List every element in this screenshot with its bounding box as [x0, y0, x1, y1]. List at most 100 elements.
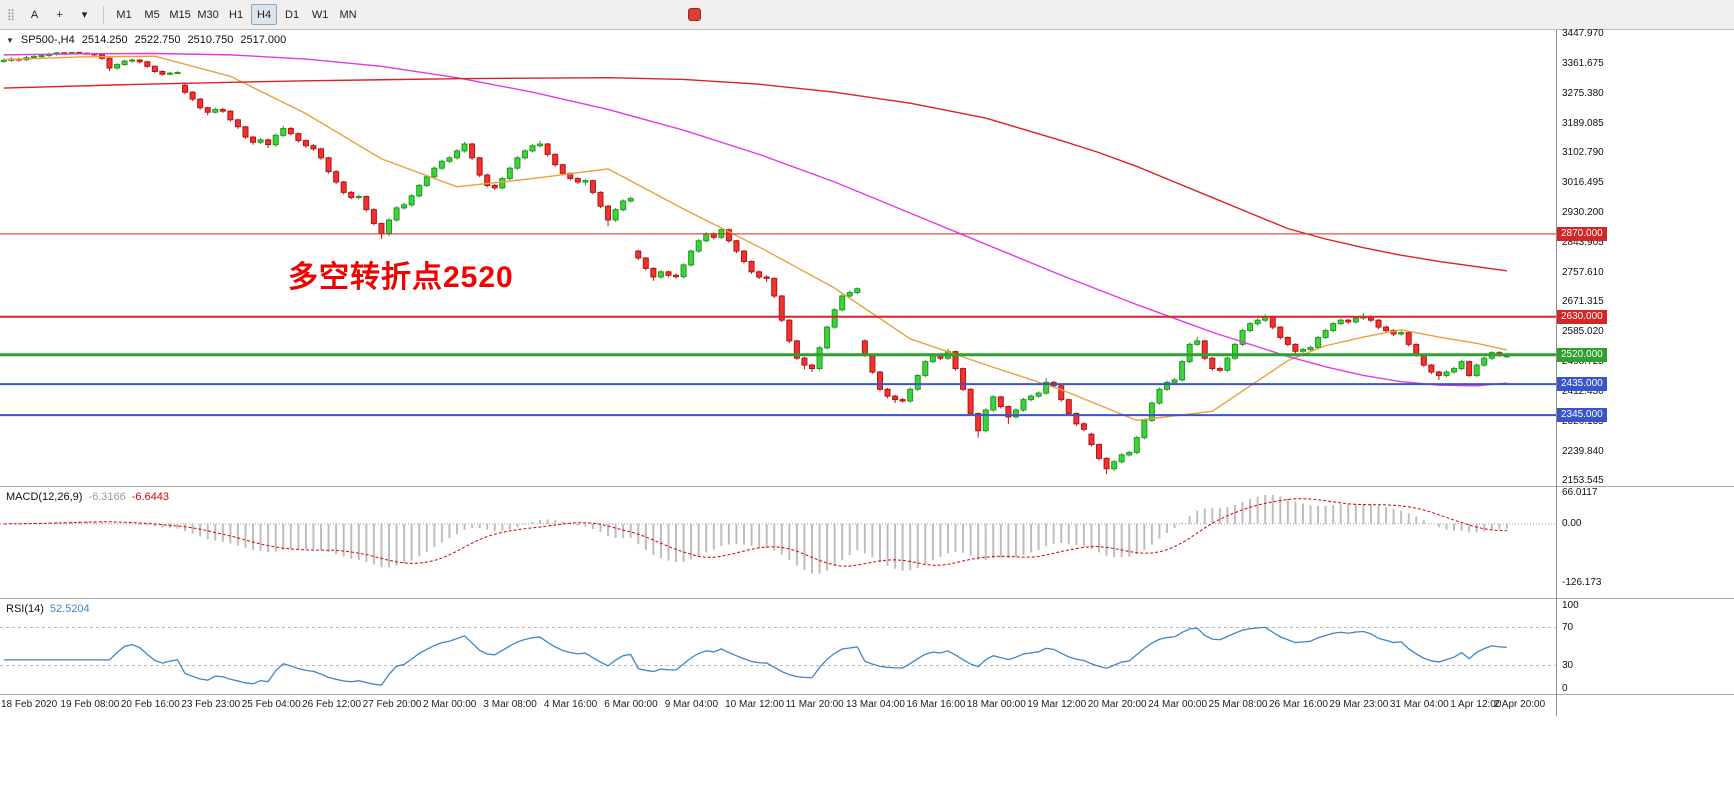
candle — [1254, 319, 1261, 325]
candle — [710, 233, 717, 238]
candle — [854, 288, 861, 294]
candle — [982, 409, 989, 432]
candle — [136, 59, 143, 63]
candle — [1345, 319, 1352, 323]
rsi-axis-label: 100 — [1562, 600, 1579, 611]
time-axis-label: 19 Mar 12:00 — [1027, 699, 1087, 710]
candle — [1201, 340, 1208, 359]
candle — [1428, 364, 1435, 373]
candle — [914, 374, 921, 390]
candle — [665, 271, 672, 276]
candle — [1405, 332, 1412, 345]
candle — [1096, 444, 1103, 459]
candle — [514, 157, 521, 169]
candle — [673, 274, 680, 278]
price-axis-label: 3016.495 — [1562, 177, 1604, 189]
candle — [363, 196, 370, 211]
order-marker-icon[interactable] — [688, 8, 701, 21]
timeframe-h1[interactable]: H1 — [223, 4, 249, 25]
price-badge: 2520.000 — [1557, 347, 1607, 362]
time-axis-label: 23 Feb 23:00 — [181, 699, 241, 710]
candle — [355, 196, 362, 199]
candle — [876, 371, 883, 390]
candle — [1451, 368, 1458, 373]
candle — [1179, 361, 1186, 381]
candle — [1088, 433, 1095, 446]
candle — [1420, 354, 1427, 366]
price-axis-label: 3275.380 — [1562, 87, 1604, 99]
candle — [990, 396, 997, 411]
timeframe-w1[interactable]: W1 — [307, 4, 333, 25]
chart-annotation-text[interactable]: 多空转折点2520 — [288, 261, 514, 294]
candle — [1194, 340, 1201, 345]
time-axis-label: 13 Mar 04:00 — [845, 699, 905, 710]
candle — [1322, 330, 1329, 338]
ma-slow-line[interactable] — [3, 76, 1507, 272]
macd-pane[interactable] — [0, 487, 1556, 598]
candle — [506, 167, 513, 180]
time-axis-label: 26 Mar 16:00 — [1268, 699, 1328, 710]
price-axis-label: 2930.200 — [1562, 207, 1604, 219]
candle — [1352, 317, 1359, 323]
macd-axis-label: -126.173 — [1562, 577, 1602, 589]
candle — [1443, 371, 1450, 376]
time-axis-label: 1 Apr 12:00 — [1450, 699, 1502, 710]
pane-separator[interactable] — [0, 598, 1734, 599]
candle — [234, 119, 241, 128]
price-axis-label: 2585.020 — [1562, 326, 1604, 338]
candle — [0, 59, 7, 62]
ma-fast-line[interactable] — [3, 55, 1508, 422]
timeframe-m1[interactable]: M1 — [111, 4, 137, 25]
candle — [1481, 357, 1488, 366]
candle — [960, 368, 967, 390]
timeframe-h4[interactable]: H4 — [251, 4, 278, 25]
rsi-label: RSI(14) — [6, 603, 44, 615]
collapse-arrow-icon[interactable]: ▼ — [6, 35, 14, 45]
time-axis-label: 18 Feb 2020 — [1, 699, 58, 710]
time-axis-label: 16 Mar 16:00 — [906, 699, 966, 710]
candle — [318, 148, 325, 159]
candle — [922, 361, 929, 376]
text-label-button[interactable]: A — [23, 4, 46, 25]
cursor-dropdown-button[interactable]: ▾ — [73, 4, 96, 25]
timeframe-d1[interactable]: D1 — [279, 4, 305, 25]
candle — [688, 250, 695, 266]
crosshair-icon[interactable]: + — [48, 4, 71, 25]
timeframe-m30[interactable]: M30 — [195, 4, 221, 25]
timeframe-m15[interactable]: M15 — [167, 4, 193, 25]
candle — [189, 91, 196, 100]
time-axis-label: 3 Mar 08:00 — [483, 699, 537, 710]
candle — [204, 107, 211, 113]
pane-separator[interactable] — [0, 486, 1734, 487]
time-axis-label: 18 Mar 00:00 — [966, 699, 1026, 710]
timeframe-mn[interactable]: MN — [335, 4, 361, 25]
main-chart-canvas[interactable] — [0, 30, 1556, 486]
candle — [166, 72, 173, 75]
candle — [1080, 423, 1087, 430]
candle — [469, 143, 476, 159]
candle — [219, 108, 226, 112]
time-axis-label: 2 Apr 20:00 — [1494, 699, 1546, 710]
rsi-axis-label: 0 — [1562, 683, 1568, 694]
candle — [778, 295, 785, 321]
candle — [1284, 336, 1291, 345]
time-axis-label: 6 Mar 00:00 — [604, 699, 658, 710]
time-axis-label: 2 Mar 00:00 — [422, 699, 477, 710]
price-axis-label: 2671.315 — [1562, 296, 1604, 308]
candle — [952, 351, 959, 370]
candle — [597, 191, 604, 207]
rsi-axis-label: 30 — [1562, 659, 1574, 671]
pane-separator — [0, 694, 1734, 695]
candle — [725, 229, 732, 242]
rsi-pane[interactable] — [0, 599, 1556, 694]
candle — [476, 157, 483, 176]
candle — [589, 180, 596, 193]
ma-medium-line[interactable] — [3, 52, 1507, 387]
candle — [242, 126, 249, 138]
timeframe-m5[interactable]: M5 — [139, 4, 165, 25]
candle — [325, 157, 332, 173]
candle — [642, 257, 649, 269]
candle — [907, 388, 914, 402]
candle — [491, 184, 498, 189]
candle — [831, 309, 838, 328]
